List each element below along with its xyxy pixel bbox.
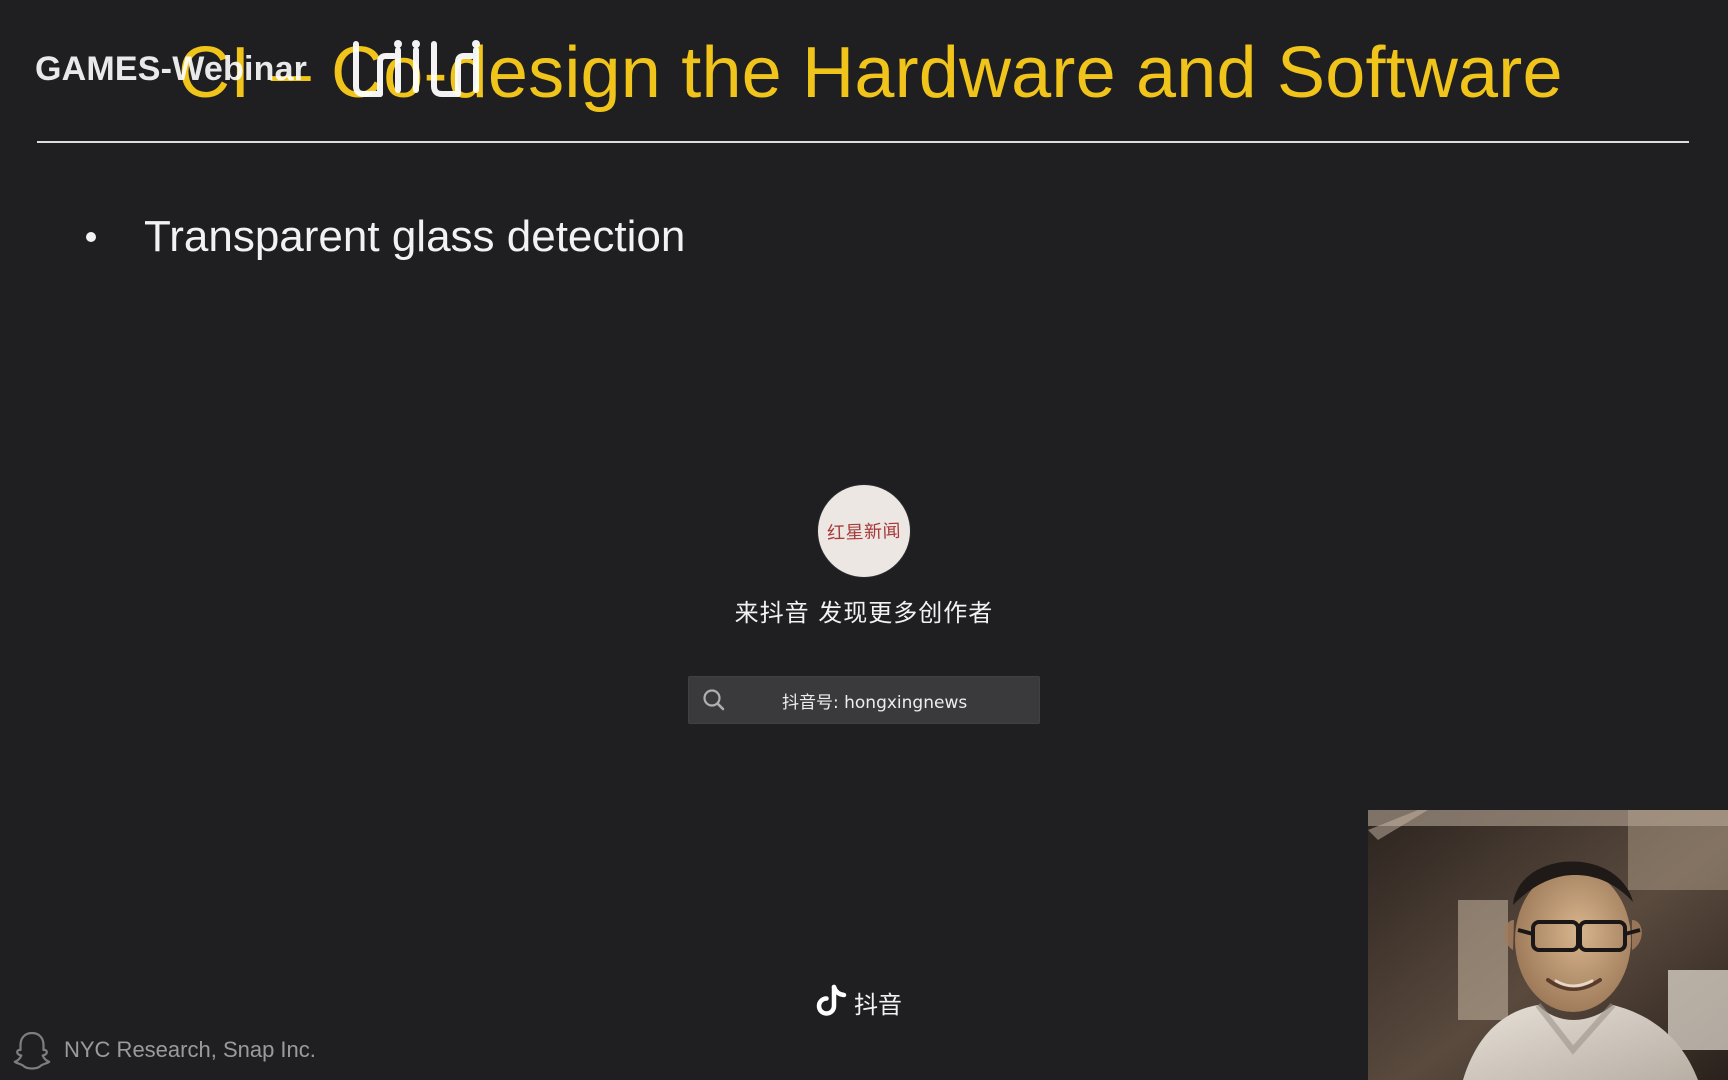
title-divider bbox=[37, 141, 1689, 143]
douyin-account-id: 抖音号: hongxingnews bbox=[782, 692, 968, 713]
slide-title: CI – Co-design the Hardware and Software bbox=[178, 33, 1563, 113]
slide-footer: NYC Research, Snap Inc. bbox=[10, 1028, 316, 1072]
douyin-search-box[interactable]: 抖音号: hongxingnews bbox=[688, 676, 1040, 724]
douyin-note-icon bbox=[816, 984, 847, 1016]
douyin-account-avatar[interactable]: 红星新闻 bbox=[818, 485, 910, 577]
bullet-item: Transparent glass detection bbox=[86, 212, 685, 262]
avatar-text: 红星新闻 bbox=[826, 520, 902, 545]
games-webinar-watermark: GAMES-Webinar bbox=[35, 50, 308, 88]
douyin-brand-text: 抖音 bbox=[854, 990, 902, 1019]
footer-text: NYC Research, Snap Inc. bbox=[64, 1037, 316, 1062]
webcam-image bbox=[1368, 810, 1728, 1080]
bilibili-logo-icon bbox=[353, 40, 480, 97]
douyin-tagline: 来抖音 发现更多创作者 bbox=[734, 599, 994, 627]
bullet-text: Transparent glass detection bbox=[144, 212, 686, 261]
speaker-webcam-feed bbox=[1368, 810, 1728, 1080]
snapchat-ghost-icon bbox=[13, 1031, 51, 1070]
douyin-brand: 抖音 bbox=[814, 984, 902, 1020]
bullet-dot bbox=[86, 232, 96, 242]
search-icon bbox=[703, 689, 725, 711]
